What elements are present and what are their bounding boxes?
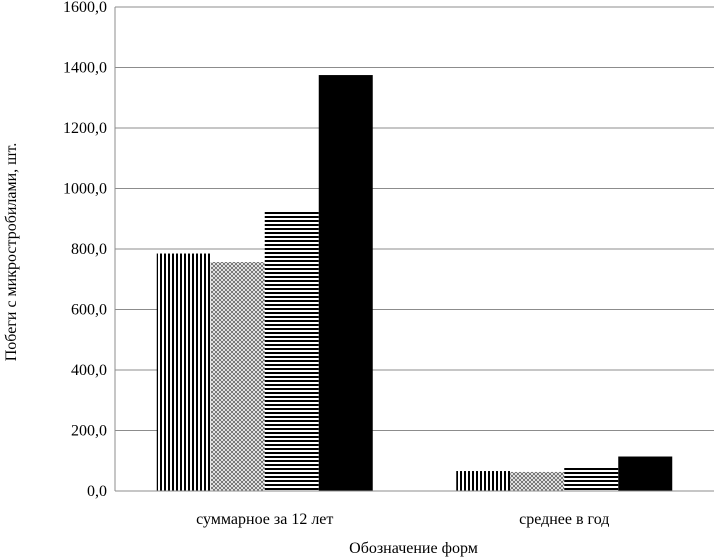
y-tick-label: 1400,0 xyxy=(63,60,107,77)
bar xyxy=(510,471,565,491)
x-tick-label: среднее в год xyxy=(519,511,609,528)
y-tick-label: 400,0 xyxy=(71,362,107,379)
bar xyxy=(564,467,619,491)
x-tick-label: суммарное за 12 лет xyxy=(196,511,333,528)
y-tick-label: 1600,0 xyxy=(63,0,107,16)
bar xyxy=(618,456,673,491)
bar xyxy=(456,471,511,491)
x-axis-title: Обозначение форм xyxy=(349,540,478,557)
y-tick-label: 0,0 xyxy=(87,483,107,500)
bar xyxy=(210,262,265,491)
y-tick-label: 600,0 xyxy=(71,302,107,319)
y-tick-label: 800,0 xyxy=(71,241,107,258)
bar xyxy=(264,210,319,491)
y-tick-label: 1000,0 xyxy=(63,181,107,198)
y-tick-label: 200,0 xyxy=(71,423,107,440)
axes xyxy=(114,7,714,492)
labels: 0,0 200,0 400,0 600,0 800,0 1000,0 1200,0 1400,… xyxy=(63,0,609,528)
bar xyxy=(318,75,373,491)
bar xyxy=(156,253,211,491)
y-tick-label: 1200,0 xyxy=(63,120,107,137)
bars xyxy=(156,75,673,491)
y-axis-title: Побеги с микростробилами, шт. xyxy=(3,143,20,362)
